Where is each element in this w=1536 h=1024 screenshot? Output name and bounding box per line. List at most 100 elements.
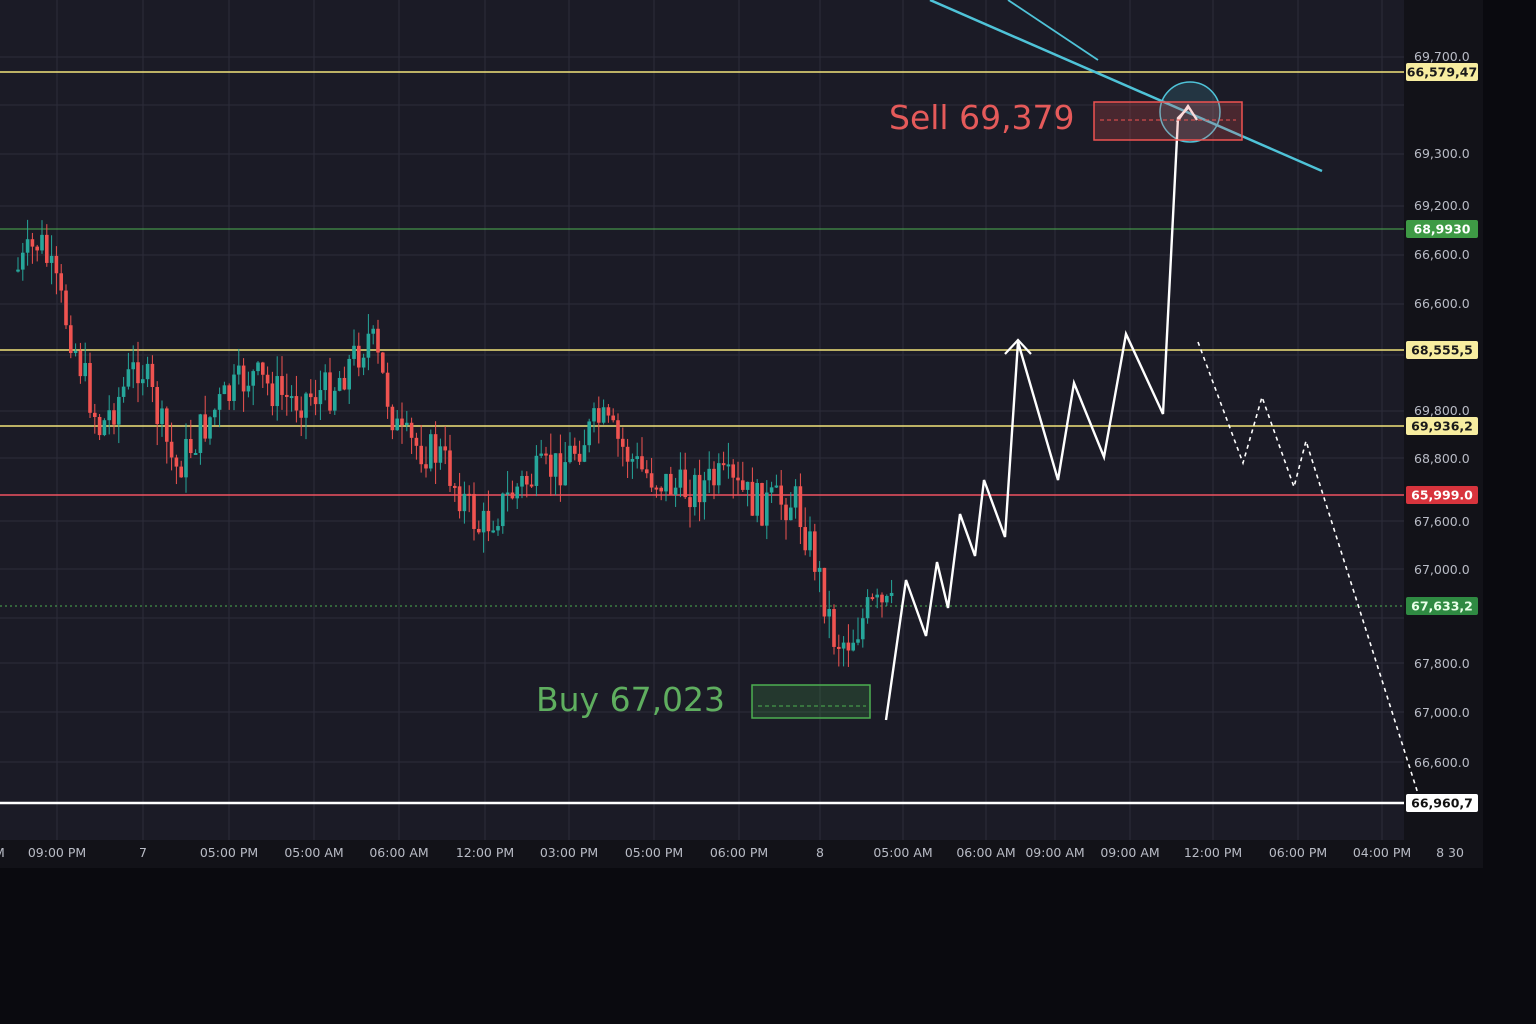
candle-body [88, 363, 92, 413]
candle-body [217, 394, 222, 410]
candle-body [371, 328, 375, 334]
candle-body [789, 507, 793, 521]
candle-body [21, 252, 25, 270]
candle-body [611, 415, 615, 421]
price-tag-box [1406, 597, 1478, 615]
candle-body [736, 477, 740, 481]
candle-body [726, 464, 731, 467]
candle-body [198, 414, 203, 453]
candle-body [131, 362, 135, 370]
candle-body [376, 328, 380, 353]
candle-body [395, 418, 399, 431]
candle-body [688, 497, 692, 508]
candle-body [587, 421, 591, 446]
candle-body [208, 417, 212, 439]
price-tag-label: 67,633,2 [1411, 599, 1473, 614]
candle-body [112, 410, 116, 425]
candle-body [45, 234, 49, 263]
candle-body [40, 234, 44, 251]
candle-body [457, 486, 462, 512]
candle-body [683, 469, 687, 498]
candle-body [169, 441, 174, 458]
candle-body [889, 592, 894, 596]
candle-body [337, 377, 342, 391]
time-axis-label: 05:00 PM [625, 845, 683, 860]
time-axis-label: 06:00 PM [710, 845, 768, 860]
candle-body [779, 485, 783, 505]
candle-body [496, 526, 500, 531]
candle-body [261, 362, 265, 375]
candle-body [861, 618, 865, 640]
candle-body [323, 372, 327, 391]
candle-body [462, 493, 467, 512]
price-projection [884, 103, 1421, 801]
candle-body [385, 372, 390, 407]
candle-body [630, 459, 635, 462]
candle-body [400, 418, 404, 426]
candle-body [841, 642, 846, 649]
candle-body [582, 445, 587, 462]
candlestick-series [16, 219, 894, 667]
candle-body [659, 487, 663, 492]
price-tag-box [1406, 417, 1478, 435]
candle-body [357, 345, 361, 368]
grid-lines [0, 0, 1404, 840]
time-axis[interactable] [0, 840, 1404, 868]
candle-body [649, 473, 654, 488]
time-axis-label: 09:00 PM [28, 845, 86, 860]
candle-body [707, 468, 711, 481]
arrow-head [1176, 103, 1199, 123]
candle-body [424, 464, 428, 469]
candle-body [880, 594, 884, 603]
candle-body [342, 377, 347, 390]
candle-body [429, 434, 433, 469]
candle-body [505, 492, 510, 495]
candle-body [275, 376, 279, 407]
candle-body [433, 434, 438, 463]
candle-body [520, 475, 524, 487]
candle-body [69, 325, 73, 354]
candle-body [640, 456, 644, 470]
price-tag-label: 68,9930 [1414, 222, 1471, 237]
candle-body [328, 372, 332, 411]
time-axis-label: 06:00 PM [1269, 845, 1327, 860]
candle-body [155, 387, 159, 425]
time-axis-label: 12:00 PM [456, 845, 514, 860]
price-axis-label: 69,300.0 [1414, 146, 1470, 161]
candle-body [769, 487, 774, 493]
candle-body [102, 420, 107, 436]
price-tag-label: 65,999.0 [1411, 488, 1473, 503]
candle-body [798, 486, 803, 528]
candle-body [851, 642, 855, 651]
candle-body [54, 255, 59, 274]
candle-body [414, 437, 419, 446]
candle-body [803, 527, 807, 551]
time-axis-label: 12:00 PM [1184, 845, 1242, 860]
time-axis-label: 03:00 PM [540, 845, 598, 860]
time-axis-label: 04:00 PM [1353, 845, 1411, 860]
candle-body [453, 485, 457, 488]
candle-body [870, 597, 875, 600]
bearish-projection [1197, 341, 1421, 801]
time-axis-label: 7 [139, 845, 147, 860]
candle-body [49, 255, 54, 263]
candle-body [525, 475, 529, 485]
candle-body [760, 483, 764, 526]
candle-body [477, 528, 481, 533]
candle-body [232, 374, 236, 402]
candle-body [64, 290, 68, 326]
candle-body [107, 410, 111, 421]
candle-body [347, 358, 351, 390]
candle-body [774, 485, 779, 488]
candle-body [237, 365, 241, 375]
candle-body [304, 393, 308, 418]
candle-body [491, 530, 495, 533]
price-axis-label: 68,800.0 [1414, 451, 1470, 466]
candle-body [750, 481, 755, 516]
candle-body [333, 390, 337, 411]
candle-body [78, 350, 83, 377]
buy-label: Buy 67,023 [536, 680, 725, 719]
candle-body [702, 480, 707, 503]
